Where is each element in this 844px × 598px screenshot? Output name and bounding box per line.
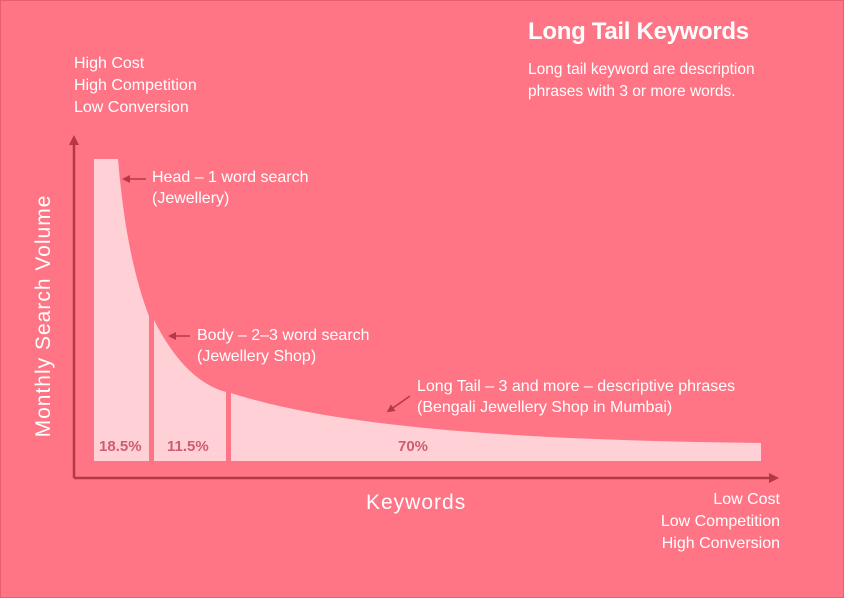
- low-conversion-label: Low Conversion: [74, 99, 189, 116]
- body-percent: 11.5%: [167, 438, 209, 455]
- low-competition-label: Low Competition: [660, 513, 780, 530]
- low-end-labels: Low Cost Low Competition High Conversion: [661, 489, 780, 555]
- long-tail-annotation: Long Tail – 3 and more – descriptive phr…: [417, 376, 735, 418]
- diagram-description: Long tail keyword are description phrase…: [528, 59, 808, 103]
- diagram-title: Long Tail Keywords: [528, 18, 749, 45]
- high-conversion-label: High Conversion: [661, 535, 780, 552]
- high-competition-label: High Competition: [74, 77, 197, 94]
- head-segment: [94, 159, 149, 461]
- body-example: (Jewellery Shop): [197, 348, 317, 365]
- long-tail-arrow: [386, 395, 411, 413]
- body-segment: [154, 320, 226, 461]
- head-annotation: Head – 1 word search (Jewellery): [152, 167, 309, 209]
- x-axis-label: Keywords: [366, 491, 467, 514]
- long-tail-example: (Bengali Jewellery Shop in Mumbai): [417, 399, 673, 416]
- long-tail-percent: 70%: [398, 438, 429, 455]
- head-percent: 18.5%: [99, 438, 142, 455]
- long-tail-label: Long Tail – 3 and more – descriptive phr…: [417, 378, 736, 395]
- long-tail-segment: [231, 393, 761, 461]
- low-cost-label: Low Cost: [713, 491, 780, 508]
- high-end-labels: High Cost High Competition Low Conversio…: [74, 53, 197, 119]
- head-label: Head – 1 word search: [152, 169, 309, 186]
- high-cost-label: High Cost: [74, 55, 145, 72]
- description-line: Long tail keyword are description: [528, 61, 755, 78]
- description-line: phrases with 3 or more words.: [528, 83, 736, 100]
- head-example: (Jewellery): [152, 190, 230, 207]
- body-annotation: Body – 2–3 word search (Jewellery Shop): [197, 325, 370, 367]
- body-label: Body – 2–3 word search: [197, 327, 370, 344]
- y-axis-label: Monthly Search Volume: [32, 194, 55, 438]
